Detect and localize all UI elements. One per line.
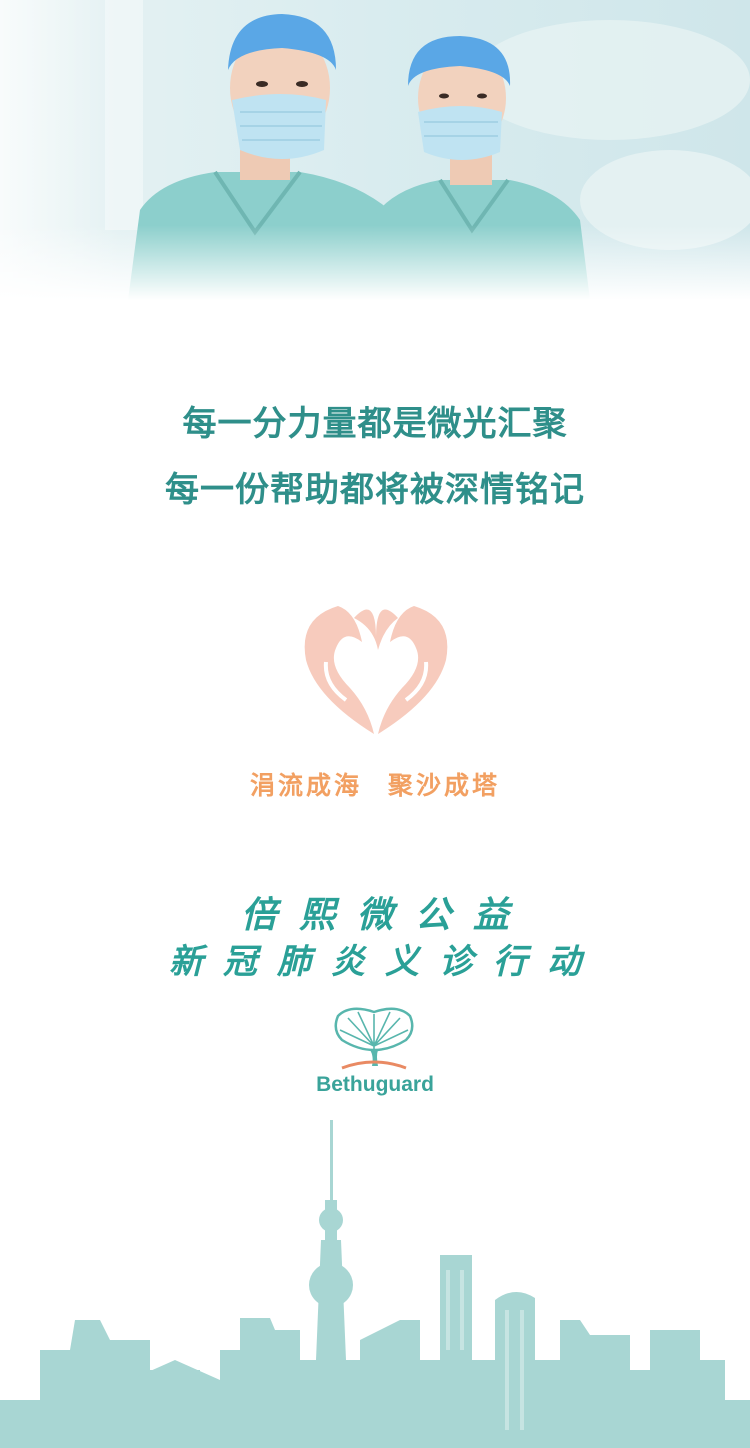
city-skyline-illustration (0, 1120, 750, 1448)
tagline-part-1: 涓流成海 (249, 771, 362, 800)
medical-staff-illustration (0, 0, 750, 300)
hero-image (0, 0, 750, 300)
tagline-part-2: 聚沙成塔 (388, 771, 501, 800)
heart-hands-icon (304, 606, 448, 734)
campaign-title-line-2: 新冠肺炎义诊行动 (169, 942, 601, 982)
slogan-line-2: 每一份帮助都将被深情铭记 (165, 470, 585, 510)
campaign-title-line-1: 倍熙微公益 (240, 894, 531, 936)
brand-name: Bethuguard (316, 1073, 434, 1096)
slogan-line-1: 每一分力量都是微光汇聚 (182, 404, 568, 444)
ginkgo-tree-icon (334, 1007, 414, 1070)
tagline: 涓流成海 聚沙成塔 (0, 766, 750, 802)
